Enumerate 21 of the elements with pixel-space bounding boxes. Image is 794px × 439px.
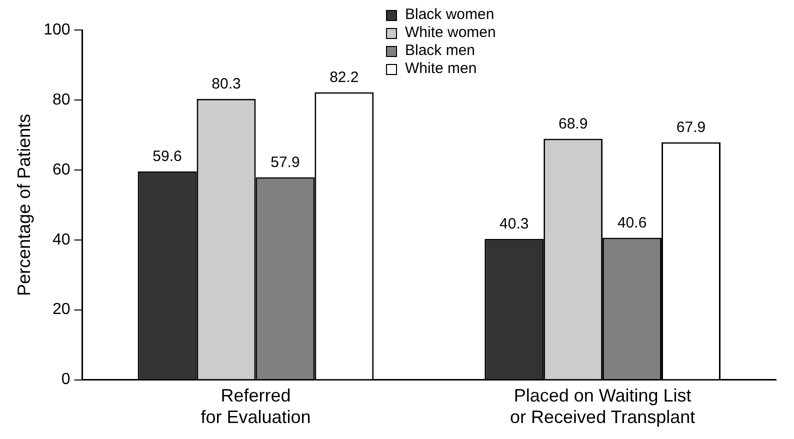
legend-label: Black women [405,6,494,24]
data-label: 82.2 [330,68,359,86]
y-tick-label: 100 [44,21,70,38]
y-tick-label: 80 [52,91,70,108]
x-tick-label: Placed on Waiting List or Received Transplant [510,386,696,428]
y-tick-label: 60 [52,161,70,178]
y-tick-label: 0 [61,371,70,388]
legend-label: White women [405,24,496,42]
data-label: 80.3 [212,76,241,93]
y-tick-label: 20 [52,301,70,318]
y-axis-title: Percentage of Patients [14,114,34,296]
data-label: 57.9 [270,154,300,171]
data-label: 68.9 [558,115,588,132]
x-tick-label: Referred for Evaluation [200,386,311,428]
data-label: 59.6 [152,148,182,165]
y-tick-label: 40 [52,231,70,248]
text: White men [405,60,477,78]
data-label: 67.9 [676,118,706,136]
data-label: 40.6 [617,214,647,232]
legend-label: Black men [405,42,476,60]
data-label: 40.3 [500,215,529,232]
